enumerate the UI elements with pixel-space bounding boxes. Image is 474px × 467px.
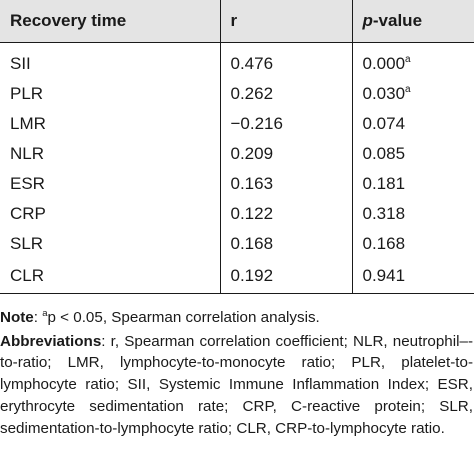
table-row: CRP 0.122 0.318	[0, 198, 474, 229]
row-r-value: 0.163	[219, 168, 352, 199]
correlation-table: Recovery time r p-value SII 0.476 0.000a…	[0, 0, 474, 294]
p-number: 0.074	[362, 113, 406, 133]
header-row: Recovery time r p-value	[0, 0, 474, 43]
abbreviations-label: Abbreviations	[0, 332, 102, 350]
table-row: LMR −0.216 0.074	[0, 108, 474, 139]
header-p-value: p-value	[351, 0, 474, 43]
correlation-table-container: Recovery time r p-value SII 0.476 0.000a…	[0, 0, 474, 294]
row-label: CLR	[0, 258, 220, 294]
row-p-value: 0.318	[351, 198, 474, 229]
row-label: SLR	[10, 233, 44, 253]
abbreviations-paragraph: Abbreviations: r, Spearman correlation c…	[0, 331, 474, 440]
header-recovery-time: Recovery time	[0, 0, 220, 43]
p-number: 0.181	[362, 173, 406, 193]
row-r-value: −0.216	[219, 108, 352, 139]
table-row: SII 0.476 0.000a	[0, 42, 474, 79]
significance-mark: a	[405, 83, 411, 95]
p-number: 0.168	[362, 233, 406, 253]
p-number: 0.318	[362, 203, 406, 223]
p-number: 0.000	[362, 53, 406, 73]
header-r: r	[219, 0, 352, 43]
row-r-value: 0.476	[219, 42, 352, 79]
p-number: 0.941	[362, 265, 406, 285]
table-row: NLR 0.209 0.085	[0, 138, 474, 169]
row-p-value: 0.941	[351, 258, 474, 294]
row-label: LMR	[10, 113, 46, 133]
row-p-value: 0.074	[351, 108, 474, 139]
note-label: Note	[0, 309, 34, 326]
row-p-value: 0.085	[351, 138, 474, 169]
row-r-value: 0.168	[219, 228, 352, 259]
table-footnotes: Note: ap < 0.05, Spearman correlation an…	[0, 307, 474, 439]
row-r-value: 0.262	[219, 78, 352, 109]
row-label: SII	[10, 53, 31, 73]
table-row: SLR 0.168 0.168	[0, 228, 474, 259]
significance-mark: a	[405, 53, 411, 65]
table-row: CLR 0.192 0.941	[0, 258, 474, 294]
row-p-value: 0.030a	[351, 78, 474, 109]
row-label: PLR	[10, 83, 44, 103]
note-line: Note: ap < 0.05, Spearman correlation an…	[0, 307, 474, 329]
header-p-italic: p	[362, 10, 373, 30]
row-r-value: 0.209	[219, 138, 352, 169]
table-row: PLR 0.262 0.030a	[0, 78, 474, 109]
row-label: CRP	[10, 203, 46, 223]
p-number: 0.085	[362, 143, 406, 163]
row-p-value: 0.000a	[351, 42, 474, 79]
row-p-value: 0.168	[351, 228, 474, 259]
table-header: Recovery time r p-value	[0, 0, 474, 43]
row-label: NLR	[10, 143, 45, 163]
table-row: ESR 0.163 0.181	[0, 168, 474, 199]
row-r-value: 0.192	[219, 258, 352, 294]
table-body: SII 0.476 0.000a PLR 0.262 0.030a LMR −0…	[0, 42, 474, 294]
header-p-rest: -value	[372, 10, 423, 30]
p-number: 0.030	[362, 83, 406, 103]
row-r-value: 0.122	[219, 198, 352, 229]
note-text: p < 0.05, Spearman correlation analysis.	[47, 309, 320, 326]
abbreviations-text: : r, Spearman correlation coefficient; N…	[0, 332, 473, 437]
note-separator: :	[33, 309, 43, 326]
row-p-value: 0.181	[351, 168, 474, 199]
note-superscript: a	[42, 308, 48, 319]
row-label: ESR	[10, 173, 45, 193]
